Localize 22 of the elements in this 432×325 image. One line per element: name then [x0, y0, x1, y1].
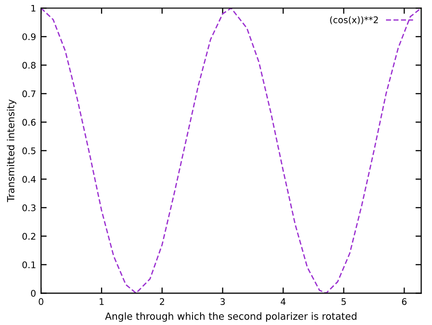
- y-tick-label: 0.4: [22, 176, 36, 183]
- y-tick-label: 0.9: [22, 33, 36, 40]
- y-tick-label: 0.7: [22, 90, 36, 98]
- x-tick-label: 0: [38, 298, 44, 305]
- x-tick-label: 6: [402, 298, 407, 305]
- y-tick-label: 0.8: [22, 62, 36, 69]
- x-tick-label: 5: [342, 298, 346, 305]
- line-series: [41, 8, 422, 294]
- x-tick-label: 1: [100, 298, 104, 305]
- y-axis-title: Transmitted intensity: [6, 99, 16, 202]
- x-tick-label: 3: [220, 298, 225, 305]
- y-tick-label: 0.3: [22, 204, 36, 212]
- y-tick-label: 0.5: [22, 147, 36, 154]
- y-tick-label: 1: [31, 4, 36, 12]
- x-tick-label: 2: [160, 298, 164, 305]
- x-axis-title: Angle through which the second polarizer is rotated: [105, 312, 356, 322]
- y-tick-label: 0.1: [22, 261, 36, 268]
- y-tick-label: 0.6: [22, 118, 36, 126]
- x-tick-label: 4: [280, 298, 286, 305]
- legend-label: (cos(x))**2: [330, 16, 378, 24]
- y-tick-label: 0.2: [22, 232, 36, 240]
- y-tick-label: 0: [31, 290, 36, 297]
